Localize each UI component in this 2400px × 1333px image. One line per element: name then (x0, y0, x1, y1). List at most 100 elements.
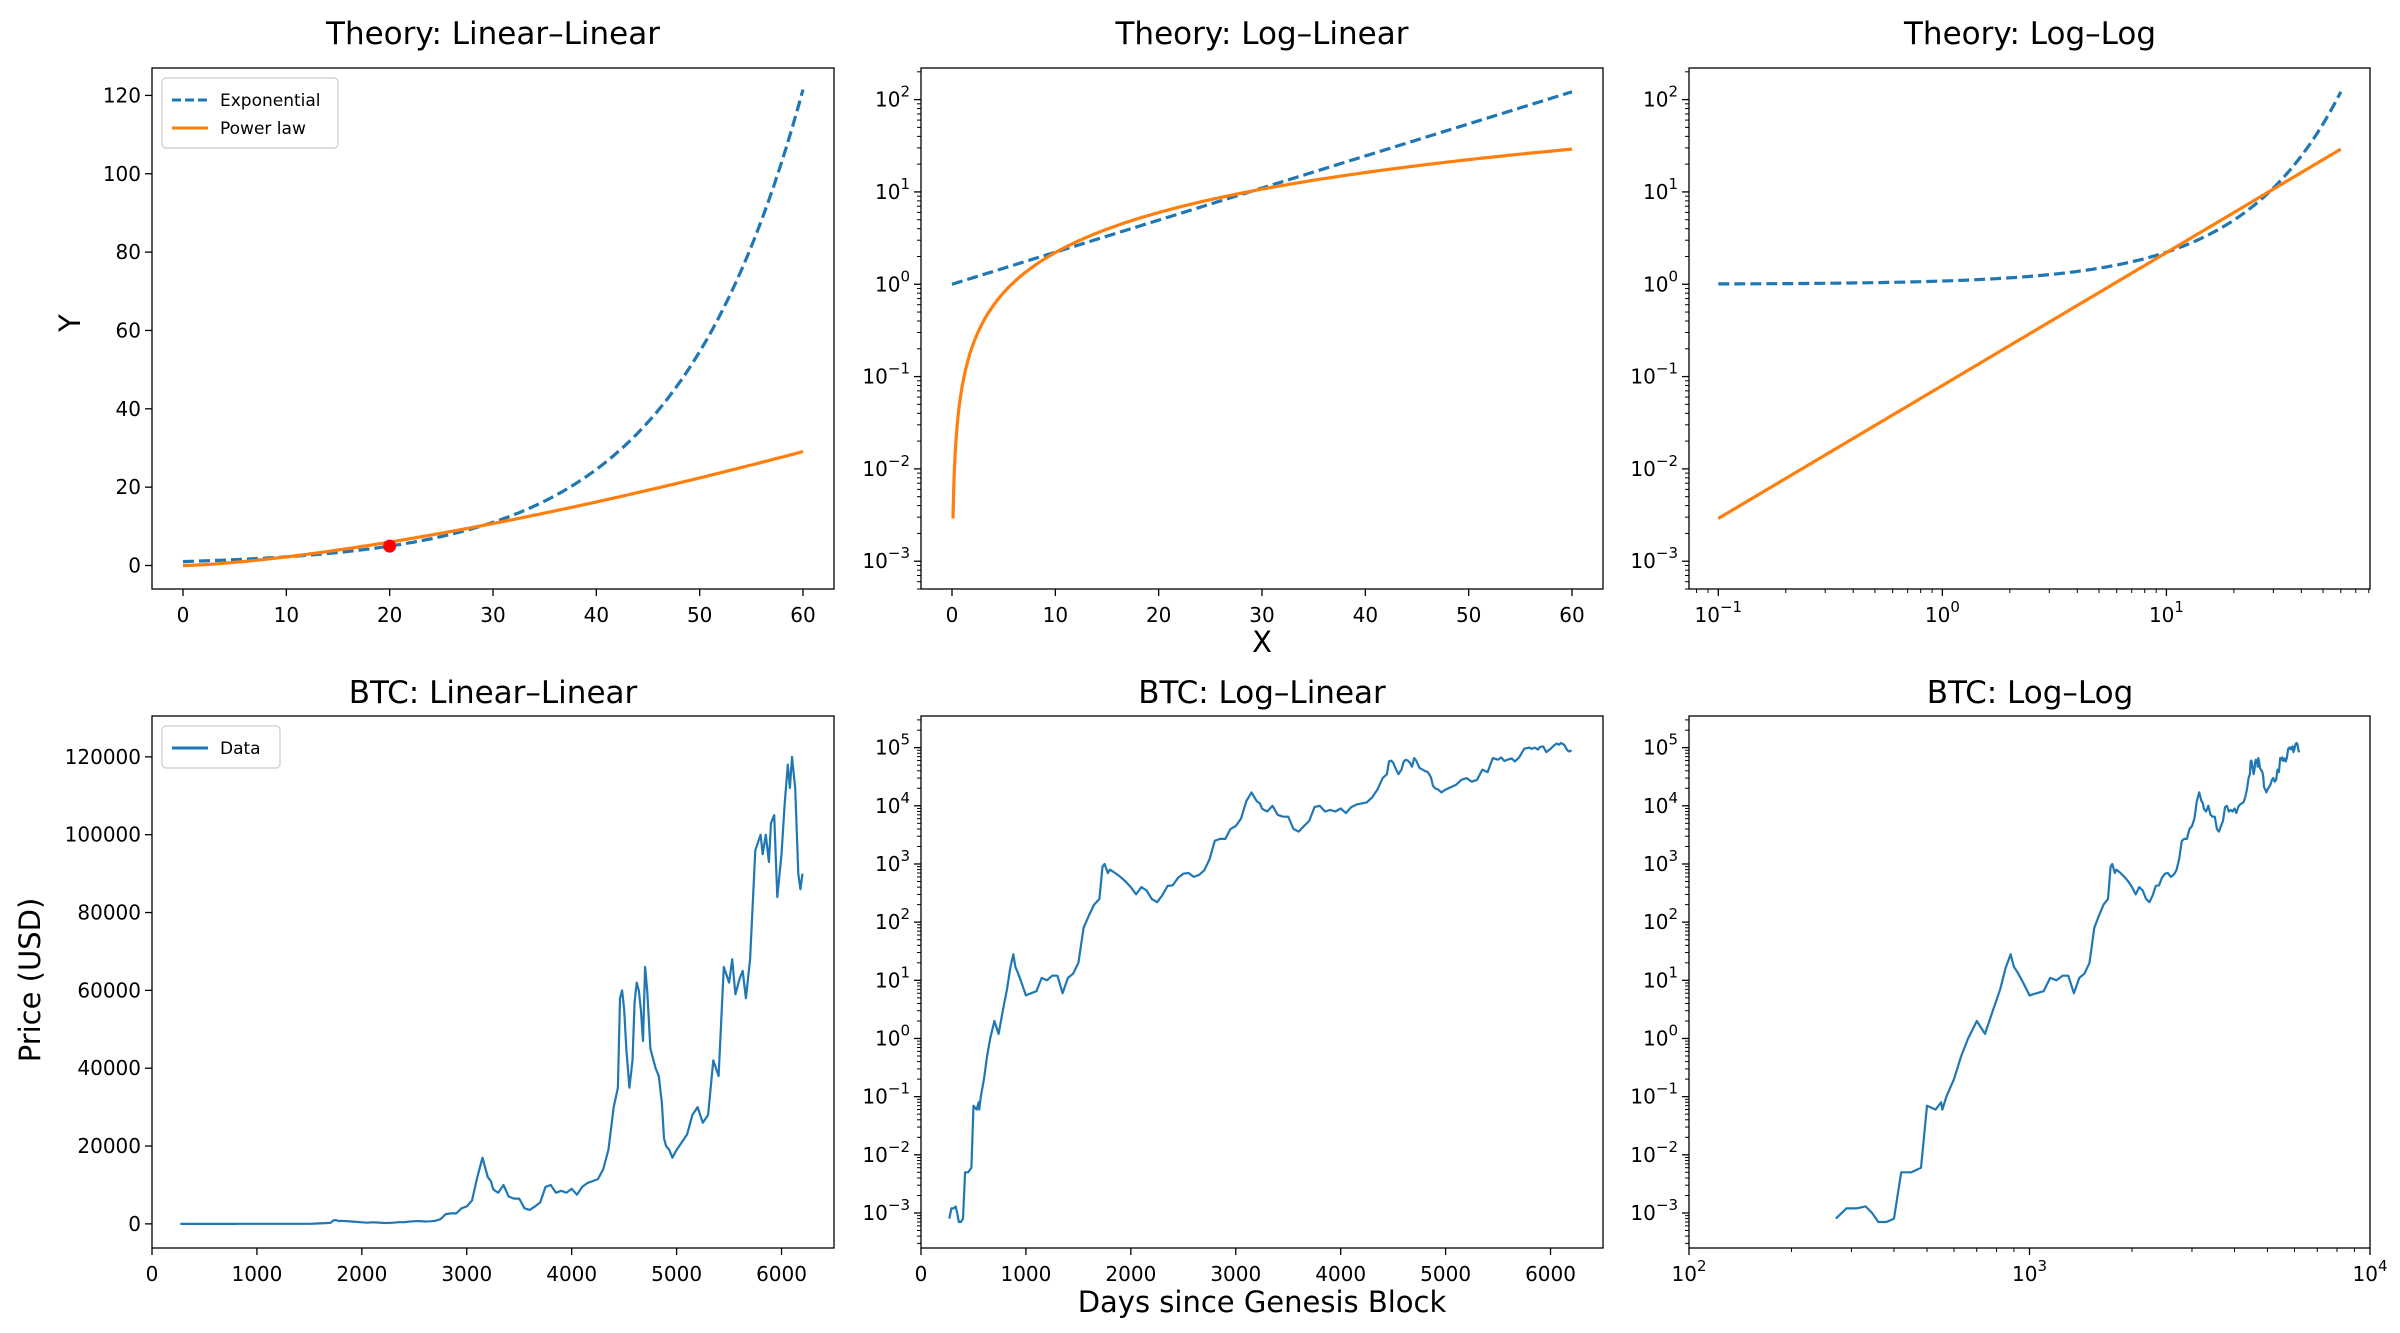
series-line-data (180, 755, 804, 1225)
panel-title: BTC: Log–Linear (1138, 675, 1386, 711)
tick-label: 30 (480, 603, 505, 627)
tick-label: 10−2 (862, 452, 910, 481)
legend: Exponential Power law (161, 77, 339, 149)
tick-label: 10 (1043, 603, 1068, 627)
tick-label: 10−1 (1630, 1080, 1678, 1109)
tick-label: 40 (116, 397, 141, 421)
tick-label: 100 (1925, 598, 1960, 627)
series-line-exponential (182, 89, 805, 564)
tick-label: 100 (103, 162, 141, 186)
tick-label: 60 (116, 318, 141, 342)
tick-label: 101 (1643, 175, 1678, 204)
plot-frame (1688, 67, 2371, 590)
tick-label: 4000 (1315, 1262, 1366, 1286)
plot-frame (920, 715, 1604, 1249)
tick-label: 4000 (546, 1262, 597, 1286)
tick-label: 3000 (441, 1262, 492, 1286)
intersection-marker (383, 539, 397, 553)
tick-label: 0 (946, 603, 959, 627)
tick-label: 0 (146, 1262, 159, 1286)
tick-label: 101 (1643, 963, 1678, 992)
tick-label: 105 (1643, 731, 1678, 760)
tick-label: 80 (116, 240, 141, 264)
tick-label: 102 (1643, 83, 1678, 112)
tick-label: 103 (1643, 847, 1678, 876)
panel-btc-log-linear: BTC: Log–Linear Days since Genesis Block… (862, 675, 1604, 1319)
panel-title: BTC: Log–Log (1927, 675, 2134, 711)
tick-label: 103 (2012, 1257, 2047, 1286)
tick-label: 2000 (336, 1262, 387, 1286)
tick-label: 50 (687, 603, 712, 627)
panel-title: BTC: Linear–Linear (349, 675, 638, 711)
plot-frame (151, 715, 835, 1249)
tick-label: 101 (2149, 598, 2184, 627)
tick-label: 10 (274, 603, 299, 627)
legend-box (161, 77, 339, 149)
tick-label: 1000 (1000, 1262, 1051, 1286)
tick-label: 60000 (77, 978, 141, 1002)
series-line-btc-price (1835, 741, 2301, 1224)
tick-label: 40 (1353, 603, 1378, 627)
panel-title: Theory: Log–Linear (1115, 16, 1409, 52)
legend-label: Power law (220, 119, 306, 139)
tick-label: 0 (915, 1262, 928, 1286)
panel-btc-linear-linear: BTC: Linear–Linear Price (USD) 0 1000 2000… (13, 675, 835, 1286)
series-line-power-law (183, 450, 804, 568)
tick-label: 20 (116, 475, 141, 499)
tick-label: 20 (377, 603, 402, 627)
tick-label: 101 (875, 963, 910, 992)
legend-label: Exponential (220, 91, 321, 111)
series-line-exponential (1718, 91, 2343, 286)
tick-label: 0 (177, 603, 190, 627)
tick-label: 1000 (231, 1262, 282, 1286)
tick-label: 10−1 (862, 360, 910, 389)
tick-label: 60 (790, 603, 815, 627)
tick-label: 104 (875, 789, 910, 818)
tick-label: 20 (1146, 603, 1171, 627)
y-axis-label: Y (53, 314, 87, 333)
series-line-btc-price (948, 741, 1573, 1224)
series-line-power-law (951, 147, 1573, 520)
tick-label: 102 (1643, 905, 1678, 934)
tick-label: 10−3 (1630, 1196, 1678, 1225)
x-axis-label: Days since Genesis Block (1078, 1285, 1447, 1319)
tick-label: 120000 (65, 745, 141, 769)
tick-label: 40000 (77, 1056, 141, 1080)
tick-label: 30 (1249, 603, 1274, 627)
tick-label: 102 (875, 905, 910, 934)
tick-label: 60 (1559, 603, 1584, 627)
tick-label: 10−1 (862, 1080, 910, 1109)
tick-label: 104 (1643, 789, 1678, 818)
tick-label: 104 (2353, 1257, 2388, 1286)
tick-label: 10−3 (1630, 544, 1678, 573)
plot-frame (1688, 715, 2371, 1249)
tick-label: 101 (875, 175, 910, 204)
tick-label: 10−2 (1630, 1138, 1678, 1167)
tick-label: 10−1 (1695, 598, 1743, 627)
legend-label: Data (220, 739, 261, 759)
plot-frame (920, 67, 1604, 590)
panel-title: Theory: Log–Log (1903, 16, 2156, 52)
panel-theory-linear-linear: Theory: Linear–Linear Y 0 10 20 30 40 50 60 0 20… (53, 16, 835, 627)
panel-theory-log-linear: Theory: Log–Linear X 0 10 20 30 40 50 60 10−3 10… (862, 16, 1604, 659)
tick-label: 103 (875, 847, 910, 876)
tick-label: 120 (103, 83, 141, 107)
tick-label: 50 (1456, 603, 1481, 627)
tick-label: 105 (875, 731, 910, 760)
tick-label: 10−3 (862, 544, 910, 573)
panel-theory-log-log: Theory: Log–Log 10−1 100 101 10−3 10−2 10−1 10… (1630, 16, 2371, 627)
tick-label: 10−1 (1630, 360, 1678, 389)
panel-title: Theory: Linear–Linear (325, 16, 660, 52)
tick-label: 80000 (77, 901, 141, 925)
tick-label: 100 (1643, 1021, 1678, 1050)
tick-label: 20000 (77, 1134, 141, 1158)
tick-label: 5000 (651, 1262, 702, 1286)
tick-label: 102 (1672, 1257, 1707, 1286)
tick-label: 100 (875, 267, 910, 296)
tick-label: 100 (1643, 267, 1678, 296)
tick-label: 0 (128, 1212, 141, 1236)
x-axis-label: X (1252, 625, 1272, 659)
tick-label: 10−2 (862, 1138, 910, 1167)
series-line-power-law (1717, 147, 2342, 520)
